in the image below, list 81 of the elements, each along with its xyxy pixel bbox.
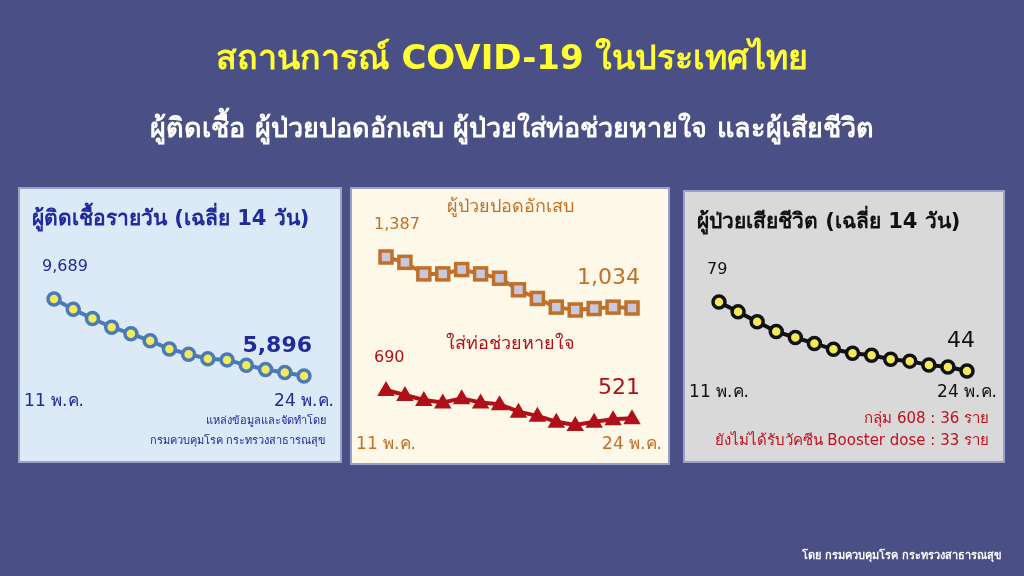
point xyxy=(529,290,546,307)
x-tick-label: 11 พ.ค. xyxy=(356,433,416,454)
text: ยังไม่ได้รับวัคซีน Booster dose : 33 ราย xyxy=(714,430,989,451)
data-label: 690 xyxy=(374,347,405,366)
point xyxy=(472,394,489,409)
point xyxy=(161,341,178,357)
text: กลุ่ม 608 : 36 ราย xyxy=(863,408,989,429)
point xyxy=(567,302,583,318)
point xyxy=(84,310,101,327)
text: แหล่งข้อมูลและจัดทำโดย xyxy=(205,413,326,429)
point xyxy=(586,413,603,428)
chart-title: ผู้ป่วยเสียชีวิต (เฉลี่ย 14 วัน) xyxy=(696,204,962,237)
point xyxy=(142,333,158,349)
point xyxy=(180,346,197,362)
point xyxy=(749,313,765,330)
point xyxy=(200,350,216,367)
point xyxy=(844,345,861,362)
point xyxy=(921,357,937,373)
x-tick-label: 24 พ.ค. xyxy=(937,381,997,402)
point xyxy=(397,254,413,271)
point xyxy=(491,396,508,411)
point xyxy=(46,291,62,307)
point xyxy=(548,299,565,315)
text: โดย กรมควบคุมโรค กระทรวงสาธารณสุข xyxy=(802,547,1002,564)
point xyxy=(416,266,432,282)
point xyxy=(787,329,804,346)
text: ผู้ติดเชื้อ ผู้ป่วยปอดอักเสบ ผู้ป่วยใส่ท่อช่วยหายใจ และผู้เสียชีวิต xyxy=(149,106,875,147)
point xyxy=(238,357,255,373)
point xyxy=(863,347,880,363)
point xyxy=(567,417,584,431)
point xyxy=(396,387,413,401)
text: สถานการณ์ COVID-19 ในประเทศไทย xyxy=(214,36,810,79)
point xyxy=(902,353,918,369)
point xyxy=(711,294,727,310)
data-label: 5,896 xyxy=(242,332,312,357)
point xyxy=(103,319,120,335)
point xyxy=(277,364,293,381)
point xyxy=(548,413,565,428)
x-tick-label: 11 พ.ค. xyxy=(24,390,84,411)
point xyxy=(586,300,602,317)
point xyxy=(296,368,312,384)
chart-title: ผู้ติดเชื้อรายวัน (เฉลี่ย 14 วัน) xyxy=(31,201,311,234)
point xyxy=(806,335,823,352)
point xyxy=(825,341,842,358)
point xyxy=(257,361,274,378)
data-label: 9,689 xyxy=(42,256,88,275)
point xyxy=(123,325,139,342)
text: กรมควบคุมโรค กระทรวงสาธารณสุข xyxy=(149,433,326,449)
point xyxy=(730,304,746,320)
point xyxy=(510,282,527,298)
point xyxy=(768,323,784,340)
data-label: 521 xyxy=(598,374,640,400)
point xyxy=(605,411,622,426)
point xyxy=(65,301,81,318)
point xyxy=(472,266,489,282)
point xyxy=(435,266,451,282)
data-label: 1,034 xyxy=(577,263,640,289)
point xyxy=(624,300,640,316)
point xyxy=(491,270,508,286)
x-tick-label: 24 พ.ค. xyxy=(602,433,662,454)
point xyxy=(529,407,546,422)
point xyxy=(605,299,621,315)
data-label: 1,387 xyxy=(374,214,420,233)
point xyxy=(378,382,394,396)
point xyxy=(959,363,975,379)
point xyxy=(219,352,235,368)
point xyxy=(453,261,470,278)
point xyxy=(624,410,640,425)
x-tick-label: 24 พ.ค. xyxy=(274,390,334,411)
point xyxy=(378,249,394,265)
chart-title: ผู้ป่วยปอดอักเสบ xyxy=(446,195,574,216)
data-label: 44 xyxy=(947,327,975,352)
point xyxy=(453,390,470,405)
point xyxy=(882,351,899,367)
point xyxy=(510,403,527,418)
data-label: 79 xyxy=(707,259,728,278)
point xyxy=(434,394,451,409)
point xyxy=(415,392,432,406)
chart-title: ใส่ท่อช่วยหายใจ xyxy=(445,332,575,353)
point xyxy=(940,359,956,375)
x-tick-label: 11 พ.ค. xyxy=(689,381,749,402)
